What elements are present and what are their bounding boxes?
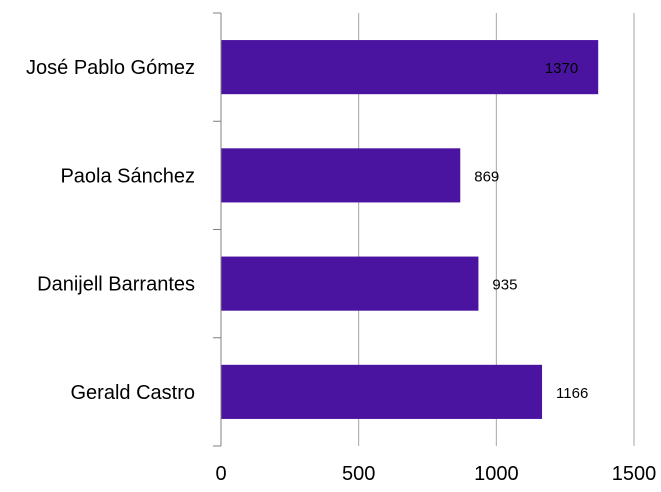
x-tick-label: 1500: [612, 463, 657, 485]
bar: [221, 40, 599, 95]
category-label: José Pablo Gómez: [26, 57, 195, 79]
x-tick-label: 500: [342, 463, 375, 485]
category-label: Paola Sánchez: [60, 165, 195, 187]
data-label: 935: [492, 277, 517, 294]
bar: [221, 148, 461, 203]
labels: 0 500 1000 1500 José Pablo Gómez 1370 Paola Sá…: [26, 57, 656, 485]
bar: [221, 364, 543, 419]
data-label: 869: [474, 168, 499, 185]
category-label: Gerald Castro: [71, 382, 196, 404]
bars: [221, 40, 599, 419]
x-tick-label: 0: [215, 463, 226, 485]
data-label: 1370: [545, 60, 578, 77]
category-axis: [213, 12, 222, 447]
category-label: Danijell Barrantes: [37, 274, 195, 296]
x-tick-label: 1000: [474, 463, 519, 485]
bar: [221, 256, 479, 311]
data-label: 1166: [556, 385, 588, 402]
